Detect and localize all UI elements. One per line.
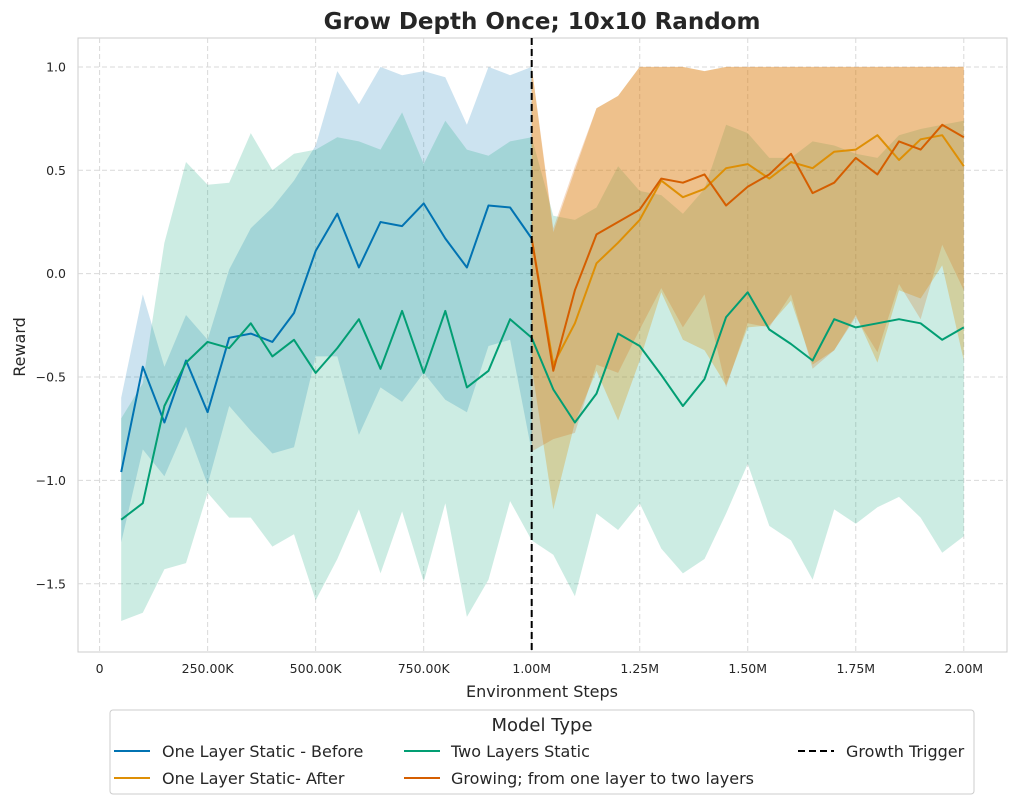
x-tick-label: 1.25M [620, 661, 659, 676]
x-tick-label: 1.50M [728, 661, 767, 676]
line-series-3 [530, 123, 965, 372]
x-tick-label: 1.00M [512, 661, 551, 676]
legend-label-growth-trigger: Growth Trigger [846, 742, 965, 761]
x-tick-label: 250.00K [182, 661, 235, 676]
x-axis-label: Environment Steps [466, 682, 618, 701]
line-series-0 [120, 202, 533, 473]
y-tick-label: 0.5 [46, 163, 66, 178]
legend-label-two-layers: Two Layers Static [450, 742, 590, 761]
y-tick-labels: 1.0 0.5 0.0 −0.5 −1.0 −1.5 [36, 59, 66, 591]
x-tick-label: 750.00K [398, 661, 451, 676]
y-tick-label: −1.5 [36, 576, 66, 591]
y-tick-label: −0.5 [36, 370, 66, 385]
x-tick-label: 500.00K [290, 661, 343, 676]
x-tick-labels: 0 250.00K 500.00K 750.00K 1.00M 1.25M 1.50M 1.7… [96, 661, 983, 676]
line-series-2 [120, 291, 965, 521]
legend: Model Type One Layer Static - Before One… [109, 709, 975, 795]
band-series-3 [531, 66, 964, 452]
y-tick-label: 1.0 [46, 59, 66, 74]
legend-label-one-layer-after: One Layer Static- After [162, 769, 345, 788]
band-series-0 [121, 66, 532, 543]
legend-label-growing: Growing; from one layer to two layers [451, 769, 754, 788]
band-series-1 [531, 66, 964, 510]
confidence-bands [121, 66, 964, 622]
band-series-2 [121, 112, 964, 622]
y-axis-label: Reward [10, 317, 29, 377]
x-tick-label: 1.75M [836, 661, 875, 676]
y-tick-label: 0.0 [46, 266, 66, 281]
legend-title: Model Type [491, 715, 592, 736]
series-lines [120, 123, 965, 521]
y-tick-label: −1.0 [36, 473, 66, 488]
x-tick-label: 2.00M [944, 661, 983, 676]
legend-box [109, 709, 975, 795]
chart-title: Grow Depth Once; 10x10 Random [324, 9, 761, 35]
legend-label-one-layer-before: One Layer Static - Before [162, 742, 363, 761]
x-tick-label: 0 [96, 661, 104, 676]
